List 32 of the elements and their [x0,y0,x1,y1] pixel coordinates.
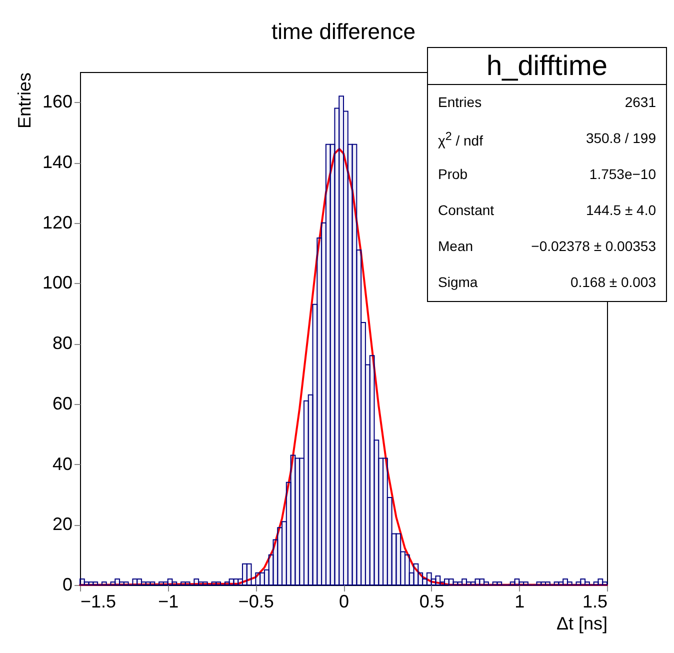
y-tick-label: 160 [42,92,72,112]
x-tick-label: 0 [338,592,350,612]
annotation: −0.02378 ± 0.00353 [531,238,656,256]
annotation: 1.753e−10 [589,166,656,184]
x-tick-label: −1 [158,592,179,612]
y-tick-label: 60 [52,393,72,414]
annotation: χ$^{2}$ / ndf [438,130,483,149]
y-tick-label: 40 [52,454,72,474]
y-tick-label: 80 [52,333,72,354]
x-axis-title: Δt [ns] [556,614,608,634]
x-tick-label: 1.5 [582,592,608,612]
y-tick-label: 140 [42,152,72,172]
x-tick-label: −1.5 [80,592,116,612]
chart-title: time difference [272,19,416,44]
annotation: 144.5 ± 4.0 [586,202,656,220]
x-tick-label: 1 [514,592,525,612]
annotation: h_difftime [428,48,666,85]
annotation: Entries [438,94,482,112]
y-axis-title: Entries [14,72,34,129]
annotation: Prob [438,166,468,184]
annotation: Sigma [438,274,478,292]
x-tick-label: 0.5 [419,592,444,612]
annotation: 0.168 ± 0.003 [570,274,656,292]
y-tick-label: 100 [42,272,72,293]
x-tick-label: −0.5 [238,592,274,612]
y-tick-label: 20 [52,514,72,534]
text: 2631 [624,94,656,112]
y-tick-label: 0 [62,574,72,594]
annotation: Constant [438,202,494,220]
annotation: Mean [438,238,474,256]
annotation: 350.8 / 199 [586,130,656,148]
y-tick-label: 120 [42,212,72,232]
